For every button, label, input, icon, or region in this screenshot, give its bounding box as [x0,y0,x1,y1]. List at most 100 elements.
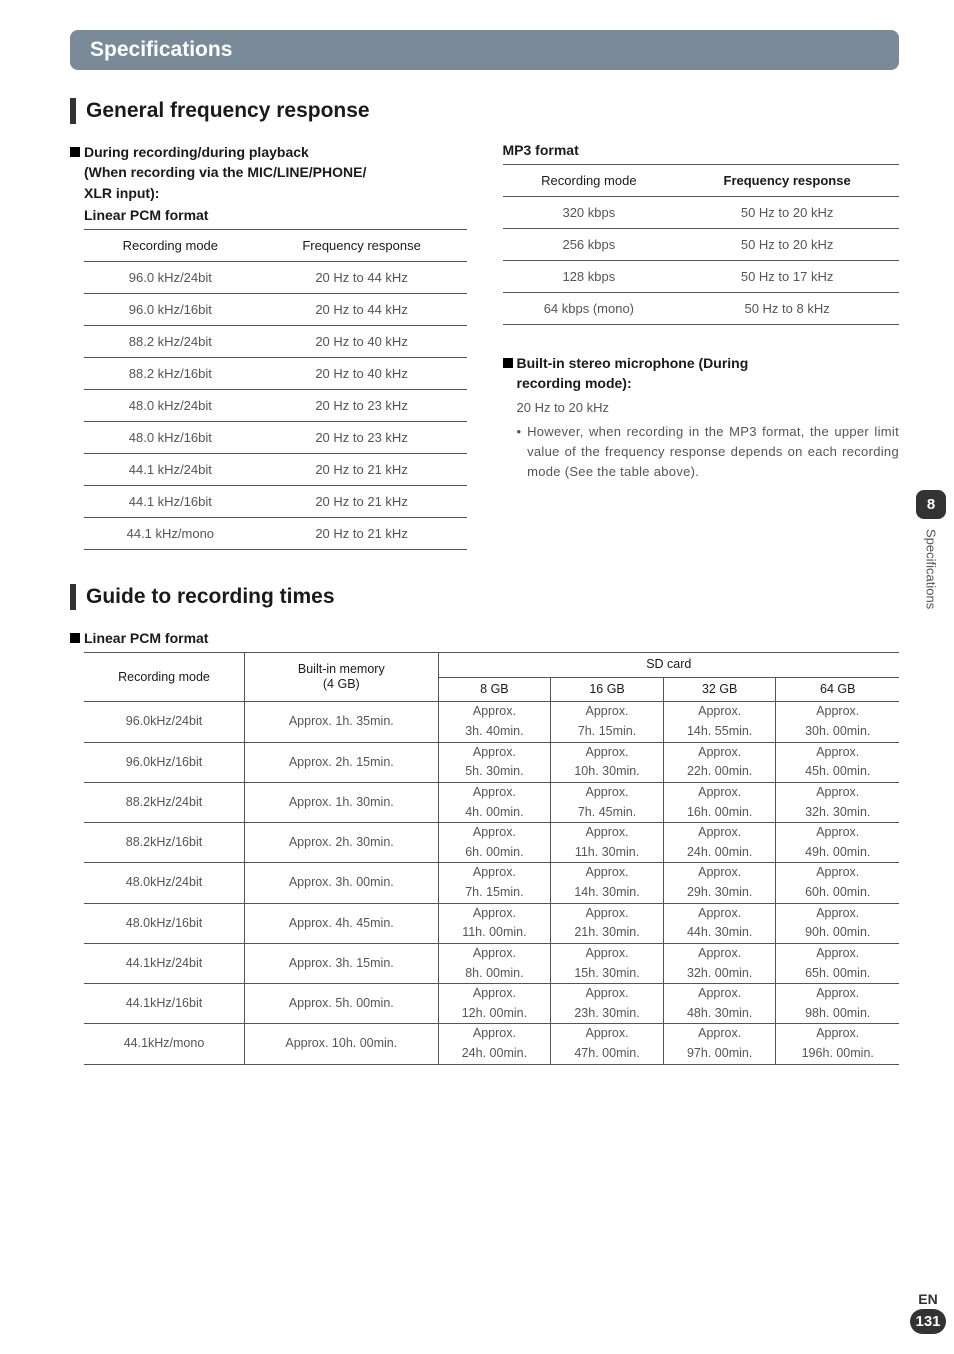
table-cell: 20 Hz to 21 kHz [257,453,467,485]
table-header: 16 GB [551,677,664,702]
table-cell: Approx.16h. 00min. [663,782,776,822]
table-cell: Approx.24h. 00min. [438,1024,551,1064]
table-cell: Approx.98h. 00min. [776,984,899,1024]
square-bullet-icon [70,633,80,643]
table-cell: Approx.45h. 00min. [776,742,899,782]
table-cell: 50 Hz to 17 kHz [675,261,899,293]
table-header: Frequency response [257,229,467,261]
table-cell: 48.0kHz/24bit [84,863,245,903]
table-cell: Approx. 3h. 00min. [245,863,439,903]
table-cell: Approx.11h. 30min. [551,823,664,863]
footer-tab: EN 131 [910,1291,946,1334]
chapter-number-badge: 8 [916,490,946,519]
table-cell: 50 Hz to 20 kHz [675,229,899,261]
table-cell: Approx.6h. 00min. [438,823,551,863]
table-cell: Approx.23h. 30min. [551,984,664,1024]
table-header: 8 GB [438,677,551,702]
table-header: Recording mode [84,653,245,702]
table-cell: 88.2 kHz/24bit [84,325,257,357]
table-cell: 44.1kHz/16bit [84,984,245,1024]
table-cell: 64 kbps (mono) [503,293,676,325]
mic-note-text: However, when recording in the MP3 forma… [527,422,899,482]
table-cell: Approx.15h. 30min. [551,943,664,983]
table-cell: Approx.32h. 30min. [776,782,899,822]
table-cell: Approx. 1h. 35min. [245,702,439,742]
table-cell: Approx. 4h. 45min. [245,903,439,943]
section-heading-text: Guide to recording times [86,585,335,609]
table-cell: 88.2kHz/24bit [84,782,245,822]
table-cell: Approx.10h. 30min. [551,742,664,782]
table-cell: 50 Hz to 8 kHz [675,293,899,325]
table-cell: Approx.65h. 00min. [776,943,899,983]
table-cell: 20 Hz to 21 kHz [257,517,467,549]
table-cell: Approx.196h. 00min. [776,1024,899,1064]
table-cell: Approx.90h. 00min. [776,903,899,943]
recording-playback-heading: During recording/during playback (When r… [70,142,467,203]
table-cell: Approx.47h. 00min. [551,1024,664,1064]
table-cell: 48.0 kHz/16bit [84,421,257,453]
table-cell: Approx.21h. 30min. [551,903,664,943]
table-cell: Approx.11h. 00min. [438,903,551,943]
table-cell: 88.2kHz/16bit [84,823,245,863]
table-cell: Approx.24h. 00min. [663,823,776,863]
page-number-badge: 131 [910,1309,946,1334]
table-cell: Approx.44h. 30min. [663,903,776,943]
section-heading-freq: General frequency response [70,98,899,124]
mic-range-text: 20 Hz to 20 kHz [503,398,900,418]
table-cell: 44.1 kHz/24bit [84,453,257,485]
table-cell: Approx. 5h. 00min. [245,984,439,1024]
table-cell: Approx.29h. 30min. [663,863,776,903]
table-cell: 20 Hz to 21 kHz [257,485,467,517]
table-cell: 88.2 kHz/16bit [84,357,257,389]
table-cell: 20 Hz to 44 kHz [257,261,467,293]
table-cell: Approx.48h. 30min. [663,984,776,1024]
table-cell: 128 kbps [503,261,676,293]
table-cell: Approx.4h. 00min. [438,782,551,822]
table-cell: Approx.49h. 00min. [776,823,899,863]
table-cell: Approx.14h. 55min. [663,702,776,742]
mic-note: • However, when recording in the MP3 for… [503,422,900,482]
table-header: 64 GB [776,677,899,702]
table-cell: Approx.8h. 00min. [438,943,551,983]
table-cell: 50 Hz to 20 kHz [675,197,899,229]
pcm-format-label: Linear PCM format [70,207,467,223]
table-cell: Approx. 2h. 15min. [245,742,439,782]
table-cell: Approx.7h. 15min. [551,702,664,742]
builtin-mic-heading: Built-in stereo microphone (During recor… [503,353,900,394]
table-cell: Approx. 2h. 30min. [245,823,439,863]
pcm-format-label-2: Linear PCM format [70,628,899,648]
square-bullet-icon [70,147,80,157]
table-cell: 20 Hz to 23 kHz [257,389,467,421]
table-cell: Approx.14h. 30min. [551,863,664,903]
chapter-title: Specifications [70,30,899,70]
table-cell: 48.0kHz/16bit [84,903,245,943]
table-header: Frequency response [675,165,899,197]
square-bullet-icon [503,358,513,368]
table-cell: 96.0 kHz/16bit [84,293,257,325]
language-label: EN [910,1291,946,1307]
mp3-format-label: MP3 format [503,142,900,158]
mp3-frequency-table: Recording mode Frequency response 320 kb… [503,164,900,325]
table-cell: 96.0kHz/24bit [84,702,245,742]
table-cell: Approx.7h. 45min. [551,782,664,822]
table-cell: 320 kbps [503,197,676,229]
heading-bar-icon [70,98,76,124]
table-cell: Approx.3h. 40min. [438,702,551,742]
table-cell: Approx. 1h. 30min. [245,782,439,822]
table-cell: Approx.60h. 00min. [776,863,899,903]
table-header: SD card [438,653,899,678]
table-cell: 44.1kHz/mono [84,1024,245,1064]
table-cell: Approx.97h. 00min. [663,1024,776,1064]
table-header: Recording mode [503,165,676,197]
section-heading-times: Guide to recording times [70,584,899,610]
bullet-dot-icon: • [517,422,522,482]
table-cell: 20 Hz to 44 kHz [257,293,467,325]
table-cell: Approx. 10h. 00min. [245,1024,439,1064]
table-cell: Approx.30h. 00min. [776,702,899,742]
table-cell: Approx. 3h. 15min. [245,943,439,983]
table-header: Built-in memory (4 GB) [245,653,439,702]
table-cell: 44.1 kHz/16bit [84,485,257,517]
chapter-side-label: Specifications [924,529,939,609]
table-cell: 20 Hz to 40 kHz [257,325,467,357]
table-cell: 44.1kHz/24bit [84,943,245,983]
